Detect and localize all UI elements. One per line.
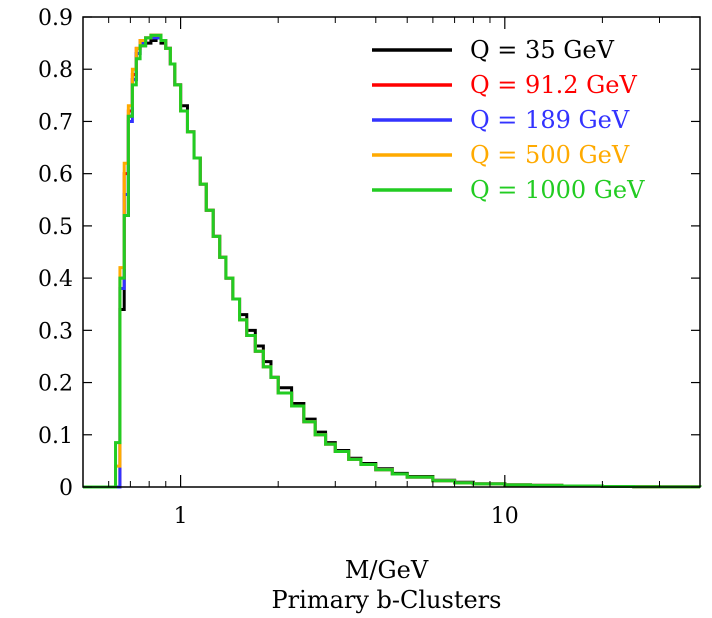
series-line-1 — [83, 33, 702, 489]
series-layer — [83, 33, 702, 489]
series-line-4 — [83, 33, 702, 489]
series-line-3 — [83, 33, 702, 489]
x-tick-label: 1 — [174, 504, 188, 529]
plot-frame — [82, 16, 701, 488]
tick-layer: 0 0.1 0.2 0.3 0.4 0.5 0.6 0.7 0.8 0.9 1 10 — [38, 6, 700, 529]
y-tick-label: 0.4 — [38, 267, 73, 292]
y-tick-label: 0.6 — [38, 163, 73, 188]
legend-label-0: Q = 35 GeV — [470, 36, 615, 64]
chart-subtitle: Primary b-Clusters — [272, 586, 502, 614]
legend-label-1: Q = 91.2 GeV — [470, 71, 637, 99]
x-axis-title: M/GeV — [345, 556, 429, 584]
legend-label-3: Q = 500 GeV — [470, 141, 630, 169]
y-tick-label: 0.2 — [38, 372, 73, 397]
x-tick-label: 10 — [491, 504, 519, 529]
y-tick-label: 0.9 — [38, 6, 73, 31]
y-tick-label: 0.5 — [38, 215, 73, 240]
y-tick-label: 0.7 — [38, 110, 73, 135]
legend-label-4: Q = 1000 GeV — [470, 176, 645, 204]
y-tick-label: 0.8 — [38, 58, 73, 83]
y-tick-label: 0.3 — [38, 319, 73, 344]
legend-label-2: Q = 189 GeV — [470, 106, 630, 134]
y-tick-label: 0.1 — [38, 424, 73, 449]
legend: Q = 35 GeV Q = 91.2 GeV Q = 189 GeV Q = 500… — [372, 36, 645, 204]
y-tick-label: 0 — [59, 476, 73, 501]
